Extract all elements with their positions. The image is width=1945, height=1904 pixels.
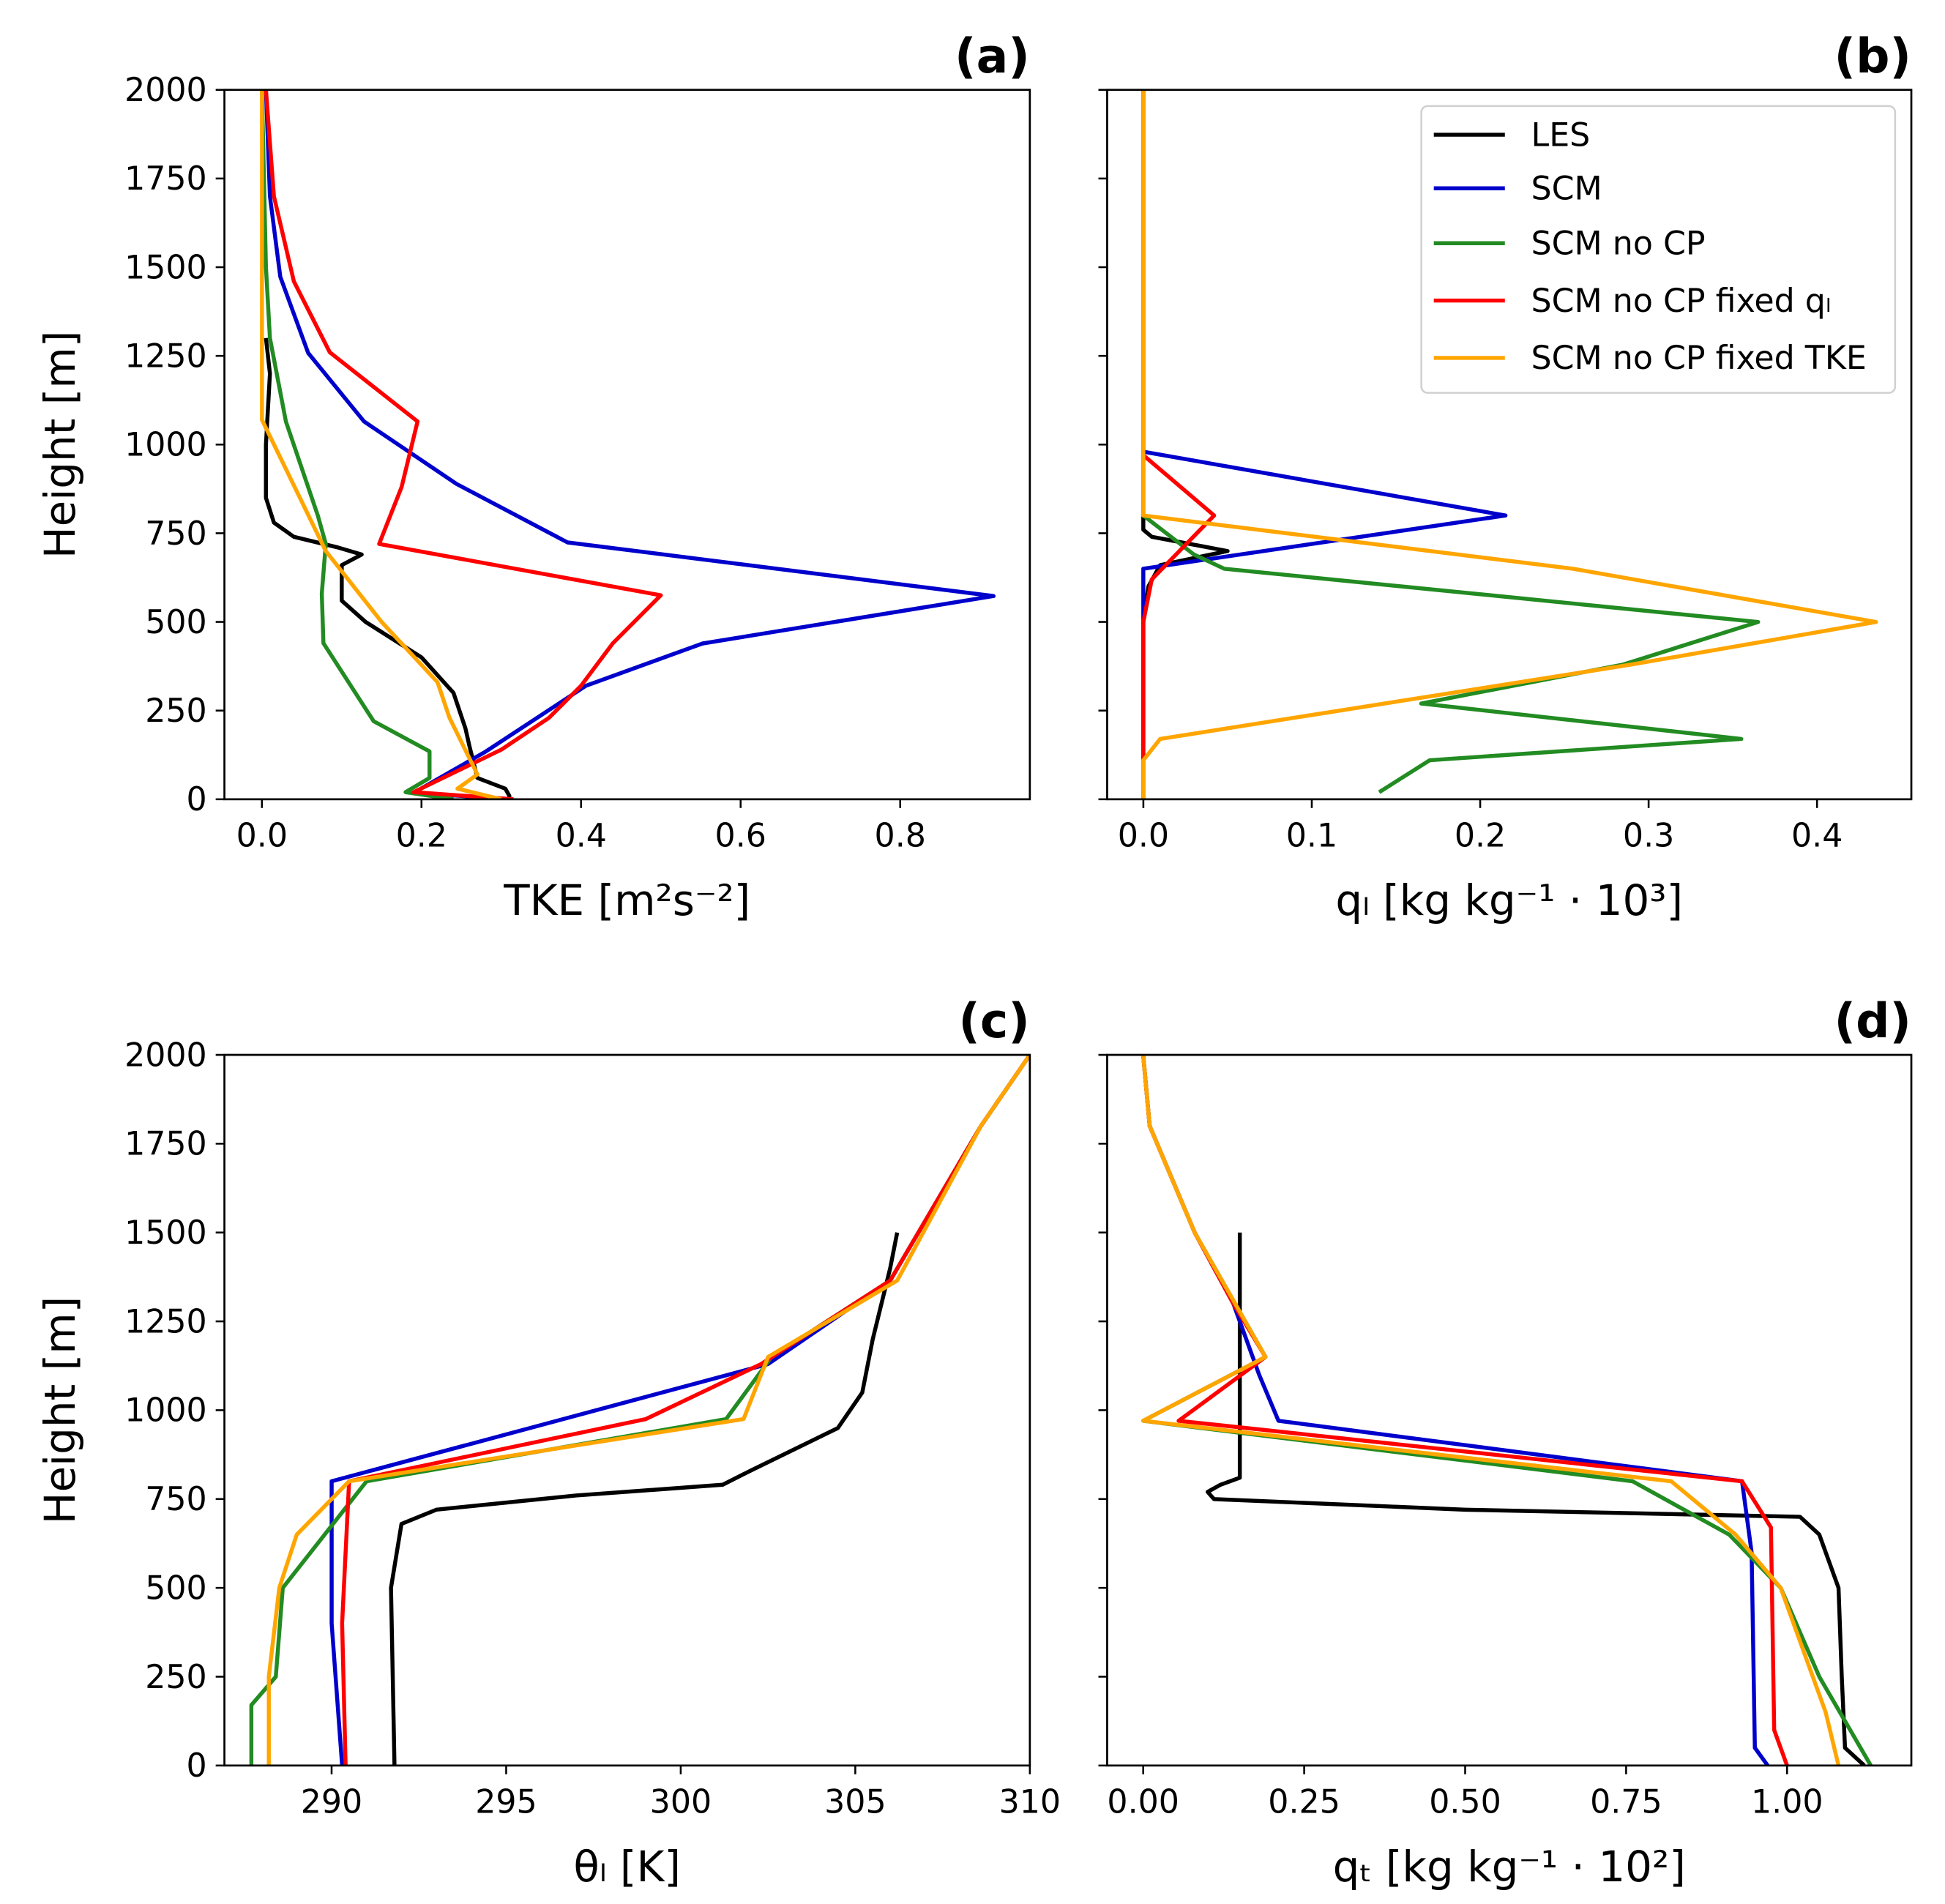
x-tick-label: 0.2 <box>1455 818 1506 855</box>
series-line-les <box>389 1232 900 1766</box>
y-tick-label: 250 <box>145 1659 207 1696</box>
panel-label: (b) <box>1834 29 1911 84</box>
x-tick-label: 0.2 <box>396 818 447 855</box>
x-tick-label: 1.00 <box>1751 1784 1823 1821</box>
panel-label: (a) <box>955 29 1030 84</box>
y-tick-label: 750 <box>145 515 207 553</box>
legend-label: SCM no CP <box>1531 225 1706 263</box>
x-tick-label: 0.4 <box>1791 818 1843 855</box>
x-tick-label: 0.0 <box>1118 818 1169 855</box>
series-line-les <box>1141 89 1230 799</box>
y-tick-label: 0 <box>187 1747 207 1785</box>
x-tick-label: 0.6 <box>715 818 766 855</box>
legend-label: LES <box>1531 116 1591 154</box>
series-line-scm <box>1141 1055 1770 1766</box>
legend-entry: SCM no CP fixed TKE <box>1433 340 1867 377</box>
x-tick-label: 290 <box>301 1784 363 1821</box>
y-tick-label: 1500 <box>124 249 207 286</box>
y-tick-label: 250 <box>145 692 207 730</box>
series-line-scm-no-cp-fixed-q- <box>1141 89 1217 799</box>
x-tick-label: 300 <box>650 1784 712 1821</box>
panel-b: 0.0 0.1 0.2 0.3 0.4 qₗ [kg kg⁻¹ · 10³] (b) <box>1098 29 1913 925</box>
axes-frame <box>1106 1053 1913 1767</box>
x-axis-label: θₗ [K] <box>573 1842 681 1892</box>
legend-box <box>1420 105 1897 394</box>
legend-entry: SCM no CP fixed qₗ <box>1433 283 1832 320</box>
series-line-scm-no-cp-fixed-q- <box>340 1055 1030 1766</box>
y-tick-label: 1250 <box>124 337 207 375</box>
axes-frame <box>223 89 1031 801</box>
x-tick-label: 0.25 <box>1268 1784 1340 1821</box>
legend-label: SCM <box>1531 171 1602 208</box>
y-tick-label: 1750 <box>124 160 207 198</box>
x-tick-label: 0.1 <box>1286 818 1337 855</box>
legend-entry: LES <box>1433 116 1591 154</box>
panel-a: 0.0 0.2 0.4 0.6 0.8 0 250 500 750 1000 1250 1500 175… <box>35 29 1031 925</box>
legend: LES SCM SCM no CP SCM no CP fixed qₗ SCM no … <box>1420 105 1897 394</box>
panel-label: (d) <box>1834 994 1911 1049</box>
x-tick-label: 0.3 <box>1623 818 1674 855</box>
x-tick-label: 0.8 <box>875 818 926 855</box>
x-tick-label: 0.0 <box>236 818 288 855</box>
series-line-scm-no-cp-fixed-tke <box>266 1055 1030 1766</box>
x-tick-label: 0.50 <box>1429 1784 1501 1821</box>
series-line-scm-no-cp <box>1141 1055 1873 1766</box>
y-tick-label: 1750 <box>124 1126 207 1163</box>
series-line-scm <box>264 89 996 799</box>
legend-entry: SCM no CP <box>1433 225 1706 263</box>
y-tick-label: 1000 <box>124 427 207 464</box>
x-tick-label: 295 <box>475 1784 537 1821</box>
y-tick-label: 2000 <box>124 72 207 109</box>
x-tick-label: 0.75 <box>1590 1784 1662 1821</box>
y-axis-label: Height [m] <box>35 1296 85 1524</box>
series-line-scm-no-cp <box>1141 89 1761 794</box>
x-axis-label: qₗ [kg kg⁻¹ · 10³] <box>1335 876 1683 925</box>
y-tick-label: 1000 <box>124 1392 207 1430</box>
legend-label: SCM no CP fixed TKE <box>1531 340 1867 377</box>
panel-c: 290 295 300 305 310 0 250 500 750 1000 1250 1500 175… <box>35 994 1061 1892</box>
x-axis-label: TKE [m²s⁻²] <box>503 876 750 925</box>
legend-label: SCM no CP fixed qₗ <box>1531 283 1832 320</box>
series-line-scm <box>329 1055 1030 1766</box>
x-tick-label: 305 <box>824 1784 886 1821</box>
series-line-scm-no-cp-fixed-q- <box>264 89 663 799</box>
series-line-scm-no-cp-fixed-tke <box>1141 1055 1841 1766</box>
series-line-scm-no-cp-fixed-tke <box>1141 89 1878 799</box>
y-tick-label: 1500 <box>124 1214 207 1252</box>
x-tick-label: 310 <box>999 1784 1061 1821</box>
x-tick-label: 0.4 <box>556 818 607 855</box>
axes-frame <box>223 1053 1031 1767</box>
x-tick-label: 0.00 <box>1107 1784 1179 1821</box>
series-line-scm-no-cp <box>260 89 454 799</box>
y-tick-label: 1250 <box>124 1303 207 1340</box>
y-tick-label: 750 <box>145 1481 207 1518</box>
y-tick-label: 500 <box>145 604 207 641</box>
x-axis-label: qₜ [kg kg⁻¹ · 10²] <box>1333 1842 1686 1892</box>
y-tick-label: 2000 <box>124 1037 207 1074</box>
legend-entry: SCM <box>1433 171 1602 208</box>
panel-label: (c) <box>958 994 1030 1049</box>
series-line-scm-no-cp-fixed-tke <box>260 89 502 799</box>
series-line-les <box>264 337 512 799</box>
series-line-les <box>1205 1232 1866 1766</box>
y-axis-label: Height [m] <box>35 331 85 559</box>
panel-d: 0.00 0.25 0.50 0.75 1.00 qₜ [kg kg⁻¹ · 10²] (d… <box>1098 994 1913 1892</box>
y-tick-label: 0 <box>187 781 207 818</box>
series-line-scm-no-cp <box>249 1055 1030 1766</box>
y-tick-label: 500 <box>145 1569 207 1607</box>
